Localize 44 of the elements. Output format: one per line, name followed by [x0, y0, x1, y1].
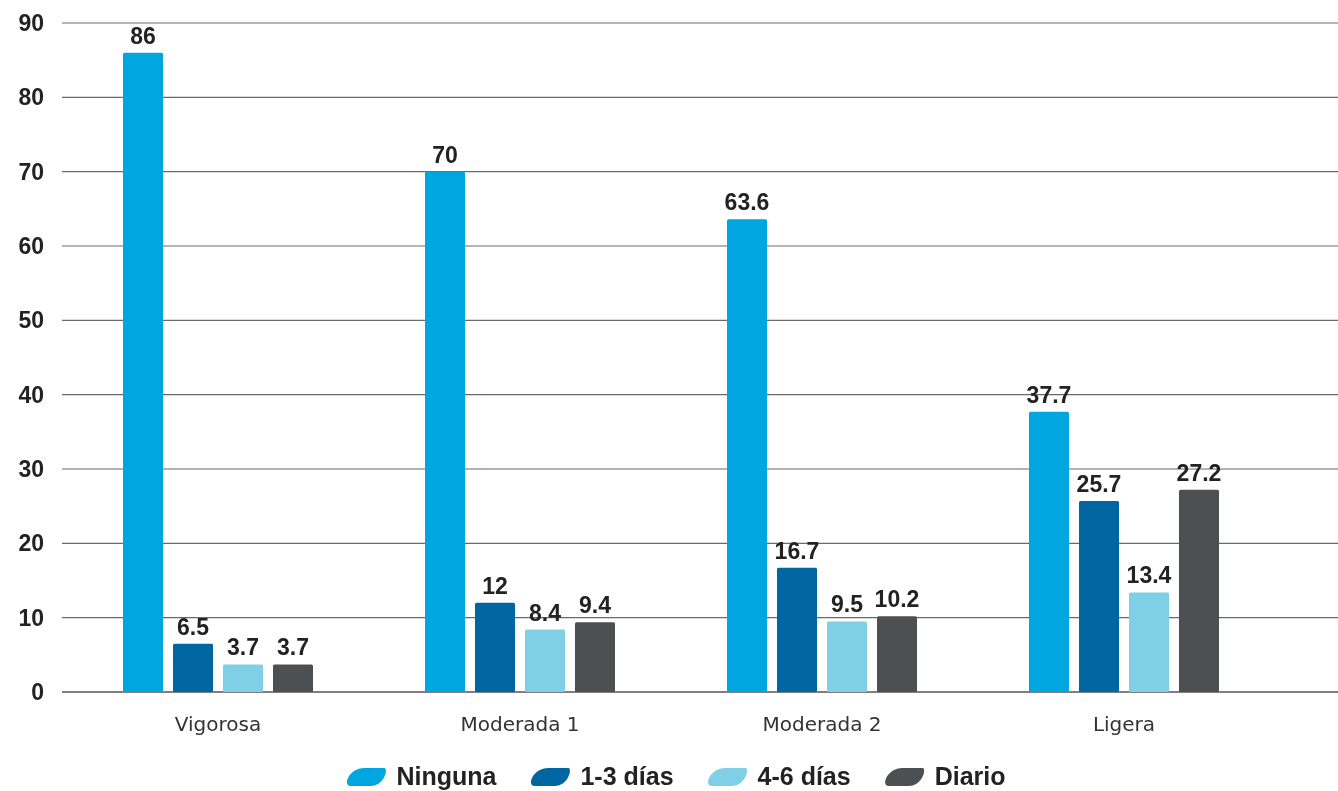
data-label: 13.4 — [1126, 562, 1172, 589]
legend-label: Diario — [934, 761, 1006, 790]
y-tick-label: 50 — [18, 307, 44, 334]
bar — [777, 567, 817, 692]
data-label: 10.2 — [874, 586, 920, 613]
x-tick-label: Moderada 2 — [762, 712, 882, 736]
y-tick-label: 10 — [18, 604, 44, 631]
data-label: 6.5 — [177, 613, 210, 640]
bar — [173, 643, 213, 692]
bar — [475, 602, 515, 692]
data-label: 16.7 — [774, 537, 820, 564]
bar — [123, 52, 163, 692]
data-label: 12 — [482, 572, 508, 599]
bar — [827, 621, 867, 692]
bar — [525, 629, 565, 692]
data-label: 25.7 — [1076, 470, 1122, 497]
y-tick-label: 20 — [18, 530, 44, 557]
x-tick-label: Moderada 1 — [460, 712, 580, 736]
bar — [1029, 411, 1069, 692]
data-label: 70 — [432, 141, 458, 168]
y-tick-label: 90 — [18, 10, 44, 37]
y-tick-label: 80 — [18, 84, 44, 111]
y-tick-label: 0 — [31, 679, 44, 706]
y-tick-label: 60 — [18, 233, 44, 260]
legend-label: Ninguna — [396, 761, 498, 790]
data-label: 9.5 — [831, 591, 864, 618]
legend-label: 1-3 días — [580, 761, 674, 790]
bar — [223, 664, 263, 692]
y-tick-label: 70 — [18, 158, 44, 185]
bar — [1079, 500, 1119, 692]
y-tick-label: 40 — [18, 381, 44, 408]
x-tick-label: Vigorosa — [174, 712, 262, 736]
bar — [425, 171, 465, 692]
data-label: 86 — [130, 22, 156, 49]
data-label: 3.7 — [227, 634, 259, 661]
legend-label: 4-6 días — [757, 761, 851, 790]
bar — [1129, 592, 1169, 692]
data-label: 9.4 — [579, 592, 612, 619]
bar — [727, 219, 767, 692]
data-label: 63.6 — [724, 189, 770, 216]
y-tick-label: 30 — [18, 456, 44, 483]
x-tick-label: Ligera — [1092, 712, 1156, 736]
data-label: 27.2 — [1176, 459, 1222, 486]
data-label: 3.7 — [277, 634, 309, 661]
